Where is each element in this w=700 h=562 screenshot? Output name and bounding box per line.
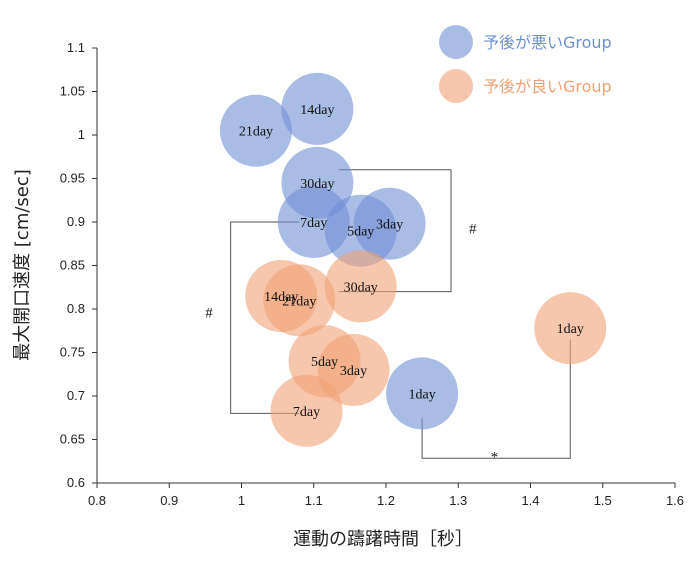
x-tick-label: 1.4	[521, 493, 539, 508]
bubble-label: 14day	[264, 290, 298, 305]
x-tick-label: 0.8	[88, 493, 106, 508]
bubbles	[219, 72, 607, 447]
x-tick-label: 1.1	[305, 493, 323, 508]
y-tick-label: 0.85	[60, 258, 85, 273]
bubble	[219, 94, 292, 167]
significance-mark: #	[469, 221, 477, 237]
bubble	[386, 357, 459, 430]
bubble	[324, 250, 397, 323]
x-tick-label: 1	[238, 493, 245, 508]
bubble-label: 1day	[409, 387, 436, 402]
x-axis-title: 運動の躊躇時間［秒］	[293, 528, 473, 550]
legend-label: 予後が悪いGroup	[483, 33, 612, 52]
bubble-label: 14day	[300, 103, 334, 118]
bubble-label: 30day	[344, 280, 378, 295]
bubble-label: 7day	[300, 216, 327, 231]
bubble-label: 21day	[282, 294, 316, 309]
bubble	[317, 333, 390, 406]
y-tick-label: 0.75	[60, 345, 85, 360]
y-tick-label: 1	[78, 127, 85, 142]
x-tick-label: 1.3	[449, 493, 467, 508]
bubble-label: 7day	[293, 405, 320, 420]
significance-mark: *	[491, 449, 499, 465]
x-tick-label: 1.6	[666, 493, 684, 508]
y-axis-title: 最大開口速度 [cm/sec]	[12, 169, 33, 361]
y-tick-label: 0.95	[60, 171, 85, 186]
bubble-label: 30day	[300, 177, 334, 192]
bubble-label: 21day	[239, 125, 273, 140]
bubble	[353, 187, 426, 260]
bubble	[263, 264, 336, 337]
x-tick-label: 0.9	[160, 493, 178, 508]
axes: 0.8 0.9 1 1.1 1.2 1.3 1.4 1.5 1.6 0.6 0.65 0.7 0.75 0…	[60, 40, 684, 508]
bubble	[270, 374, 343, 447]
bubble-label: 3day	[376, 218, 403, 233]
x-tick-label: 1.2	[377, 493, 395, 508]
significance-bracket	[230, 221, 300, 414]
bubble-label: 5day	[347, 225, 374, 240]
y-tick-label: 0.7	[67, 388, 85, 403]
legend-marker	[439, 69, 473, 103]
legend-marker	[439, 25, 473, 59]
bubble-label: 1day	[557, 322, 584, 337]
significance-mark: #	[205, 306, 213, 322]
bubble-label: 3day	[340, 364, 367, 379]
bubble	[281, 72, 354, 145]
y-tick-label: 0.65	[60, 432, 85, 447]
y-tick-label: 0.8	[67, 301, 85, 316]
y-tick-label: 0.9	[67, 214, 85, 229]
y-tick-label: 0.6	[67, 475, 85, 490]
x-tick-label: 1.5	[594, 493, 612, 508]
bubble-label: 5day	[311, 355, 338, 370]
bubble	[534, 292, 607, 365]
y-tick-label: 1.05	[60, 84, 85, 99]
legend-label: 予後が良いGroup	[483, 77, 612, 96]
significance-bracket	[421, 339, 571, 459]
legend: 予後が悪いGroup 予後が良いGroup	[439, 25, 612, 103]
y-tick-label: 1.1	[67, 40, 85, 55]
